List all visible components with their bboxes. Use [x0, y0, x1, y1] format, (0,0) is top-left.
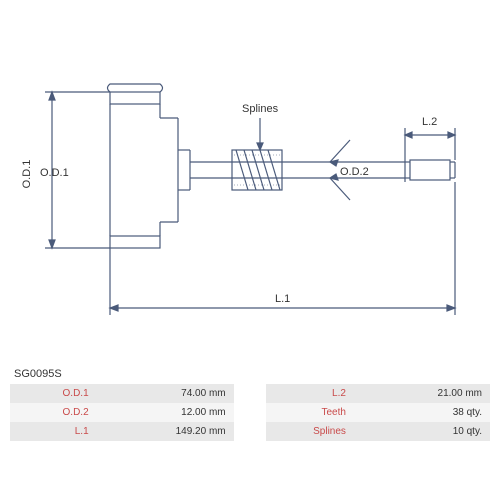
label-splines: Splines: [242, 103, 279, 115]
spec-label: Splines: [266, 422, 354, 441]
spec-label: L.2: [266, 384, 354, 403]
spec-label: O.D.2: [10, 403, 97, 422]
part-code: SG0095S: [14, 368, 490, 380]
label-od1: O.D.1: [21, 160, 33, 189]
spec-label: Teeth: [266, 403, 354, 422]
spec-value: 21.00 mm: [354, 384, 490, 403]
spec-value: 74.00 mm: [97, 384, 234, 403]
spec-value: 10 qty.: [354, 422, 490, 441]
table-row: O.D.1 74.00 mm L.2 21.00 mm: [10, 384, 490, 403]
spec-table: O.D.1 74.00 mm L.2 21.00 mm O.D.2 12.00 …: [10, 384, 490, 441]
spec-value: 38 qty.: [354, 403, 490, 422]
spec-label: L.1: [10, 422, 97, 441]
spec-value: 12.00 mm: [97, 403, 234, 422]
label-l2: L.2: [422, 116, 437, 128]
label-l1: L.1: [275, 293, 290, 305]
svg-text:O.D.1: O.D.1: [40, 167, 69, 179]
technical-drawing: O.D.1 O.D.1 Splines O.D.2 L.2 L.1: [10, 10, 490, 360]
spec-label: O.D.1: [10, 384, 97, 403]
label-od2: O.D.2: [340, 166, 369, 178]
spec-value: 149.20 mm: [97, 422, 234, 441]
table-row: L.1 149.20 mm Splines 10 qty.: [10, 422, 490, 441]
table-row: O.D.2 12.00 mm Teeth 38 qty.: [10, 403, 490, 422]
